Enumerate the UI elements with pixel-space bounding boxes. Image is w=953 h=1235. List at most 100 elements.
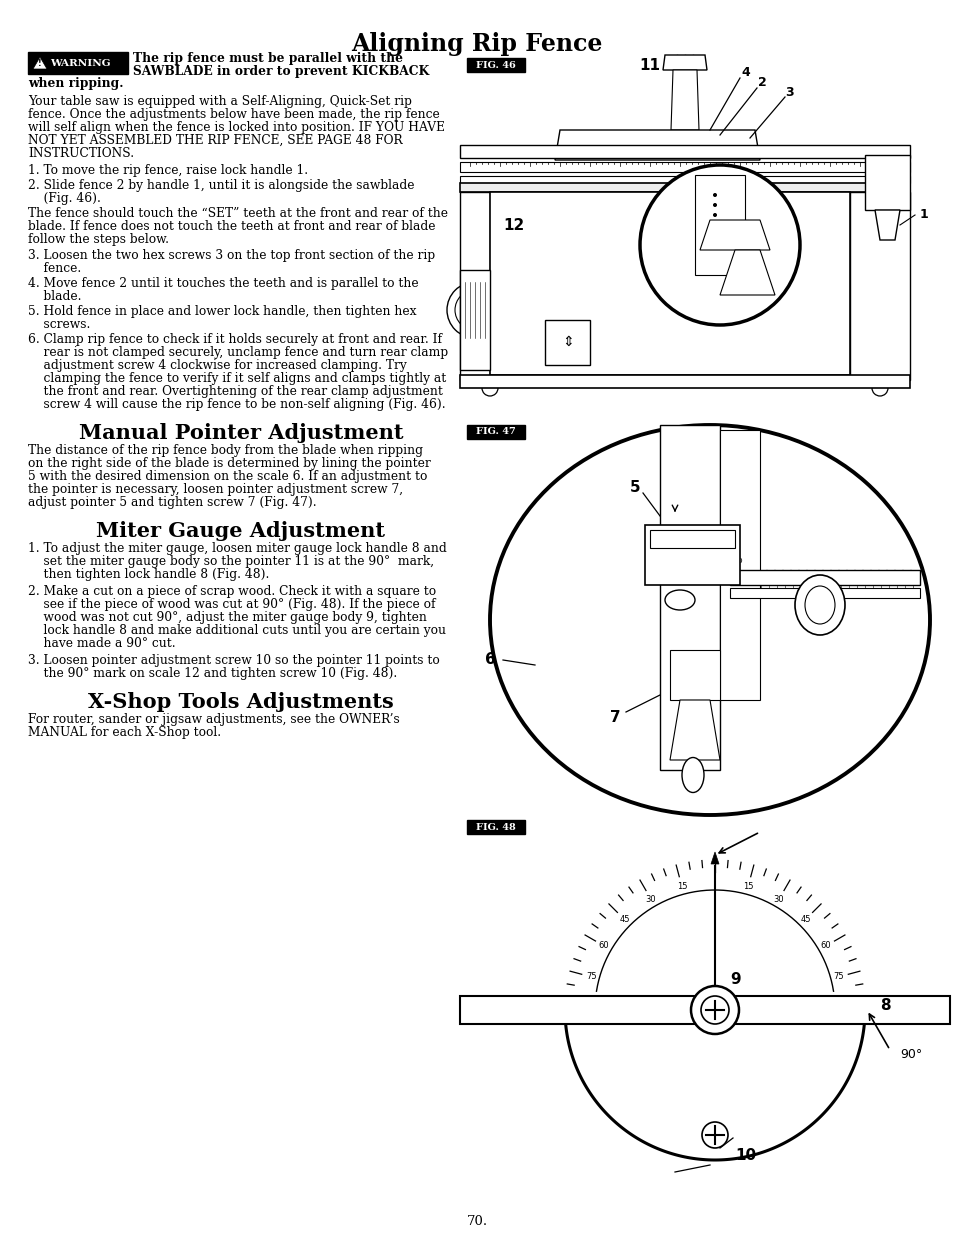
Text: 60: 60 bbox=[820, 941, 830, 951]
Text: wood was not cut 90°, adjust the miter gauge body 9, tighten: wood was not cut 90°, adjust the miter g… bbox=[28, 611, 426, 624]
Text: then tighten lock handle 8 (Fig. 48).: then tighten lock handle 8 (Fig. 48). bbox=[28, 568, 269, 580]
Text: on the right side of the blade is determined by lining the pointer: on the right side of the blade is determ… bbox=[28, 457, 431, 471]
Polygon shape bbox=[659, 425, 720, 769]
Text: 100: 100 bbox=[678, 557, 692, 564]
Text: 6: 6 bbox=[484, 652, 495, 667]
Polygon shape bbox=[564, 1010, 864, 1160]
Text: Miter Gauge Adjustment: Miter Gauge Adjustment bbox=[96, 521, 385, 541]
Polygon shape bbox=[695, 175, 744, 275]
Text: 2. Make a cut on a piece of scrap wood. Check it with a square to: 2. Make a cut on a piece of scrap wood. … bbox=[28, 585, 436, 598]
Text: 1. To adjust the miter gauge, loosen miter gauge lock handle 8 and: 1. To adjust the miter gauge, loosen mit… bbox=[28, 542, 446, 555]
Text: 45: 45 bbox=[618, 915, 629, 924]
Text: follow the steps below.: follow the steps below. bbox=[28, 233, 169, 246]
Text: rear is not clamped securely, unclamp fence and turn rear clamp: rear is not clamped securely, unclamp fe… bbox=[28, 346, 448, 359]
Text: set the miter gauge body so the pointer 11 is at the 90°  mark,: set the miter gauge body so the pointer … bbox=[28, 555, 434, 568]
Ellipse shape bbox=[664, 590, 695, 610]
Polygon shape bbox=[459, 144, 909, 158]
Text: 30: 30 bbox=[773, 894, 783, 904]
Text: 3: 3 bbox=[785, 85, 794, 99]
Ellipse shape bbox=[794, 576, 844, 635]
Text: 5 with the desired dimension on the scale 6. If an adjustment to: 5 with the desired dimension on the scal… bbox=[28, 471, 427, 483]
Text: adjust pointer 5 and tighten screw 7 (Fig. 47).: adjust pointer 5 and tighten screw 7 (Fi… bbox=[28, 496, 316, 509]
Text: screw 4 will cause the rip fence to be non-self aligning (Fig. 46).: screw 4 will cause the rip fence to be n… bbox=[28, 398, 445, 411]
Text: X-Shop Tools Adjustments: X-Shop Tools Adjustments bbox=[88, 692, 394, 713]
Text: 5. Hold fence in place and lower lock handle, then tighten hex: 5. Hold fence in place and lower lock ha… bbox=[28, 305, 416, 317]
Text: 60: 60 bbox=[598, 941, 609, 951]
Text: ⇕: ⇕ bbox=[561, 335, 573, 350]
Text: 5: 5 bbox=[629, 480, 639, 495]
Text: blade. If fence does not touch the teeth at front and rear of blade: blade. If fence does not touch the teeth… bbox=[28, 220, 435, 233]
Text: 3. Loosen the two hex screws 3 on the top front section of the rip: 3. Loosen the two hex screws 3 on the to… bbox=[28, 249, 435, 262]
Polygon shape bbox=[544, 320, 589, 366]
Text: the pointer is necessary, loosen pointer adjustment screw 7,: the pointer is necessary, loosen pointer… bbox=[28, 483, 403, 496]
Polygon shape bbox=[644, 525, 740, 585]
Text: the front and rear. Overtightening of the rear clamp adjustment: the front and rear. Overtightening of th… bbox=[28, 385, 442, 398]
Text: 45: 45 bbox=[800, 915, 810, 924]
Polygon shape bbox=[490, 191, 849, 375]
Text: 3. Loosen pointer adjustment screw 10 so the pointer 11 points to: 3. Loosen pointer adjustment screw 10 so… bbox=[28, 655, 439, 667]
Text: Manual Pointer Adjustment: Manual Pointer Adjustment bbox=[79, 424, 403, 443]
Polygon shape bbox=[700, 220, 769, 249]
Polygon shape bbox=[670, 70, 699, 130]
Text: 8: 8 bbox=[879, 998, 890, 1013]
Polygon shape bbox=[459, 270, 490, 370]
Text: adjustment screw 4 clockwise for increased clamping. Try: adjustment screw 4 clockwise for increas… bbox=[28, 359, 406, 372]
Polygon shape bbox=[662, 56, 706, 70]
Polygon shape bbox=[874, 210, 899, 240]
Text: Your table saw is equipped with a Self-Aligning, Quick-Set rip: Your table saw is equipped with a Self-A… bbox=[28, 95, 412, 107]
Text: fence.: fence. bbox=[28, 262, 81, 275]
Text: 30: 30 bbox=[645, 894, 656, 904]
FancyBboxPatch shape bbox=[467, 58, 524, 72]
Polygon shape bbox=[459, 162, 909, 172]
Circle shape bbox=[712, 212, 717, 217]
Circle shape bbox=[690, 986, 739, 1034]
Polygon shape bbox=[33, 57, 47, 69]
Text: The fence should touch the “SET” teeth at the front and rear of the: The fence should touch the “SET” teeth a… bbox=[28, 207, 448, 220]
Ellipse shape bbox=[804, 585, 834, 624]
Text: MANUAL for each X-Shop tool.: MANUAL for each X-Shop tool. bbox=[28, 726, 221, 739]
Text: 15: 15 bbox=[676, 882, 686, 890]
Circle shape bbox=[639, 165, 800, 325]
Text: the 90° mark on scale 12 and tighten screw 10 (Fig. 48).: the 90° mark on scale 12 and tighten scr… bbox=[28, 667, 396, 680]
Text: 110: 110 bbox=[702, 557, 717, 564]
Text: lock handle 8 and make additional cuts until you are certain you: lock handle 8 and make additional cuts u… bbox=[28, 624, 446, 637]
Text: 9: 9 bbox=[729, 972, 740, 988]
Ellipse shape bbox=[490, 425, 929, 815]
Text: 90°: 90° bbox=[899, 1049, 922, 1062]
Polygon shape bbox=[729, 588, 919, 598]
Text: screws.: screws. bbox=[28, 317, 91, 331]
Text: FIG. 48: FIG. 48 bbox=[476, 823, 516, 831]
Circle shape bbox=[447, 282, 502, 338]
Text: WARNING: WARNING bbox=[50, 58, 111, 68]
Text: 2. Slide fence 2 by handle 1, until it is alongside the sawblade: 2. Slide fence 2 by handle 1, until it i… bbox=[28, 179, 414, 191]
Text: see if the piece of wood was cut at 90° (Fig. 48). If the piece of: see if the piece of wood was cut at 90° … bbox=[28, 598, 435, 611]
Text: NOT YET ASSEMBLED THE RIP FENCE, SEE PAGE 48 FOR: NOT YET ASSEMBLED THE RIP FENCE, SEE PAG… bbox=[28, 135, 402, 147]
Text: fence. Once the adjustments below have been made, the rip fence: fence. Once the adjustments below have b… bbox=[28, 107, 439, 121]
Polygon shape bbox=[459, 177, 909, 183]
Text: 11: 11 bbox=[639, 58, 659, 73]
Text: 15: 15 bbox=[742, 882, 753, 890]
Polygon shape bbox=[459, 375, 909, 388]
Text: !: ! bbox=[38, 59, 42, 68]
Text: 4. Move fence 2 until it touches the teeth and is parallel to the: 4. Move fence 2 until it touches the tee… bbox=[28, 277, 418, 290]
Polygon shape bbox=[555, 130, 760, 161]
Text: 75: 75 bbox=[585, 972, 596, 982]
FancyBboxPatch shape bbox=[467, 425, 524, 438]
Polygon shape bbox=[729, 571, 919, 585]
Polygon shape bbox=[720, 249, 774, 295]
Text: 4: 4 bbox=[740, 65, 750, 79]
Text: clamping the fence to verify if it self aligns and clamps tightly at: clamping the fence to verify if it self … bbox=[28, 372, 446, 385]
Text: (Fig. 46).: (Fig. 46). bbox=[28, 191, 101, 205]
Text: FIG. 46: FIG. 46 bbox=[476, 61, 516, 69]
Text: when ripping.: when ripping. bbox=[28, 77, 123, 90]
Circle shape bbox=[700, 995, 728, 1024]
Circle shape bbox=[467, 303, 482, 317]
Circle shape bbox=[712, 203, 717, 207]
Ellipse shape bbox=[681, 757, 703, 793]
Polygon shape bbox=[649, 530, 734, 548]
Polygon shape bbox=[459, 191, 490, 380]
Text: For router, sander or jigsaw adjustments, see the OWNER’s: For router, sander or jigsaw adjustments… bbox=[28, 713, 399, 726]
Circle shape bbox=[712, 193, 717, 198]
Text: The distance of the rip fence body from the blade when ripping: The distance of the rip fence body from … bbox=[28, 445, 422, 457]
Text: 2: 2 bbox=[757, 75, 765, 89]
